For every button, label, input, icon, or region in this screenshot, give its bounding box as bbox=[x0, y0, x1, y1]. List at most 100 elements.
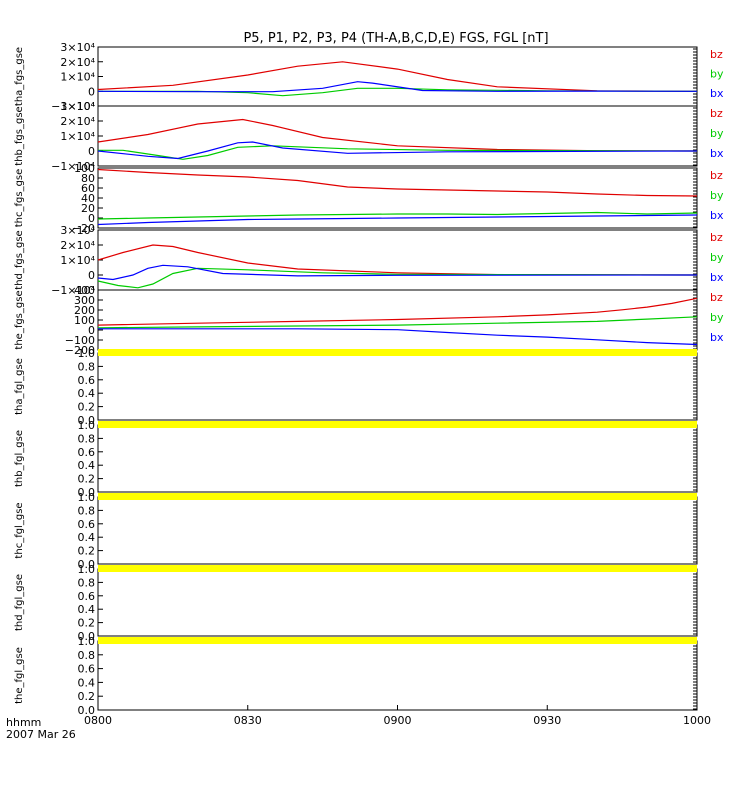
legend-by: by bbox=[710, 311, 724, 324]
series-bz-line bbox=[97, 118, 698, 152]
fill-band bbox=[98, 421, 697, 428]
y-tick-label: 0.8 bbox=[78, 504, 96, 517]
fill-band bbox=[98, 565, 697, 572]
chart-title: P5, P1, P2, P3, P4 (TH-A,B,C,D,E) FGS, F… bbox=[243, 31, 548, 46]
y-tick-label: 0.6 bbox=[78, 590, 96, 603]
panel-frame bbox=[97, 352, 698, 421]
y-tick-label: 80 bbox=[81, 172, 95, 185]
fill-band bbox=[98, 349, 697, 356]
legend-bz: bz bbox=[710, 169, 723, 182]
series-bx-line bbox=[97, 214, 698, 226]
y-tick-label: 0.4 bbox=[78, 603, 96, 616]
panel-the_fgl_gse: 1.00.80.60.40.20.0 the_fgl_gse bbox=[14, 635, 698, 717]
y-tick-label: 0.8 bbox=[78, 576, 96, 589]
series-bz-line bbox=[97, 297, 698, 326]
legend-bx: bx bbox=[710, 87, 724, 100]
legend-bz: bz bbox=[710, 231, 723, 244]
y-tick-label: 0 bbox=[88, 269, 95, 282]
panel-frame bbox=[97, 640, 698, 711]
series-by-line bbox=[97, 211, 698, 220]
fill-band bbox=[98, 637, 697, 644]
panel-frame bbox=[97, 105, 698, 167]
y-tick-label: 1.0 bbox=[78, 491, 96, 504]
panel-frame bbox=[97, 229, 698, 291]
y-axis-label: tha_fgl_gse bbox=[14, 358, 25, 415]
y-tick-label: 40 bbox=[81, 192, 95, 205]
series-bx-line bbox=[97, 141, 698, 160]
y-tick-label: 0 bbox=[88, 324, 95, 337]
legend-bx: bx bbox=[710, 331, 724, 344]
y-tick-label: 2×10⁴ bbox=[60, 239, 95, 252]
y-tick-label: 0.2 bbox=[78, 401, 96, 414]
legend-bz: bz bbox=[710, 291, 723, 304]
panel-frame bbox=[97, 568, 698, 637]
y-tick-label: 0.2 bbox=[78, 617, 96, 630]
y-tick-label: 300 bbox=[74, 294, 95, 307]
series-bz-line bbox=[97, 168, 698, 197]
y-axis-label: thb_fgl_gse bbox=[14, 430, 25, 487]
x-tick-label: 0930 bbox=[533, 714, 561, 727]
date-label: 2007 Mar 26 bbox=[6, 728, 76, 741]
y-tick-label: 0 bbox=[88, 212, 95, 225]
y-tick-label: 0.0 bbox=[78, 486, 96, 499]
y-tick-label: −1×10⁴ bbox=[51, 100, 95, 113]
x-axis: 0800 0830 0900 0930 1000 bbox=[84, 705, 711, 727]
x-tick-label: 1000 bbox=[683, 714, 711, 727]
y-tick-label: 2×10⁴ bbox=[60, 56, 95, 69]
y-axis-label: the_fgs_gse bbox=[14, 290, 25, 349]
y-tick-label: 3×10⁴ bbox=[60, 41, 95, 54]
panel-thb_fgs_gse: 3×10⁴ 2×10⁴ 1×10⁴ 0 −1×10⁴ thb_fgs_gse bz by bx bbox=[14, 100, 724, 173]
panel-frame bbox=[97, 424, 698, 493]
y-tick-label: 100 bbox=[74, 162, 95, 175]
panel-thd_fgs_gse: 3×10⁴ 2×10⁴ 1×10⁴ 0 −1×10⁴ thd_fgs_gse bz by bx bbox=[14, 224, 724, 297]
legend-bx: bx bbox=[710, 147, 724, 160]
y-tick-label: 0.4 bbox=[78, 387, 96, 400]
y-tick-label: 0.2 bbox=[78, 473, 96, 486]
y-tick-label: 0.6 bbox=[78, 663, 96, 676]
y-tick-label: 400 bbox=[74, 284, 95, 297]
y-tick-label: 0.4 bbox=[78, 676, 96, 689]
y-tick-label: 0.8 bbox=[78, 649, 96, 662]
panel-tha_fgl_gse: 1.00.80.60.40.20.0 tha_fgl_gse bbox=[14, 347, 698, 427]
y-tick-label: 0.0 bbox=[78, 558, 96, 571]
y-tick-label: 200 bbox=[74, 304, 95, 317]
y-axis-label: thc_fgs_gse bbox=[14, 169, 25, 228]
series-bx-line bbox=[97, 81, 698, 93]
y-tick-label: 0.0 bbox=[78, 630, 96, 643]
y-tick-label: 0.4 bbox=[78, 459, 96, 472]
y-tick-label: 0.6 bbox=[78, 446, 96, 459]
y-axis-label: thc_fgl_gse bbox=[14, 502, 25, 558]
y-tick-label: 1.0 bbox=[78, 635, 96, 648]
y-tick-label: 0.8 bbox=[78, 360, 96, 373]
panel-frame bbox=[97, 46, 698, 107]
y-axis-label: thd_fgs_gse bbox=[14, 230, 25, 289]
y-tick-label: 1×10⁴ bbox=[60, 130, 95, 143]
y-tick-label: 0.6 bbox=[78, 374, 96, 387]
y-tick-label: 60 bbox=[81, 182, 95, 195]
y-tick-label: 1×10⁴ bbox=[60, 254, 95, 267]
panel-thb_fgl_gse: 1.00.80.60.40.20.0 thb_fgl_gse bbox=[14, 419, 698, 499]
y-tick-label: 1.0 bbox=[78, 419, 96, 432]
legend-by: by bbox=[710, 189, 724, 202]
x-tick-label: 0900 bbox=[384, 714, 412, 727]
y-tick-label: 3×10⁴ bbox=[60, 100, 95, 113]
y-tick-label: 20 bbox=[81, 202, 95, 215]
legend-bx: bx bbox=[710, 271, 724, 284]
series-bz-line bbox=[97, 244, 698, 276]
y-tick-label: 1.0 bbox=[78, 563, 96, 576]
series-bx-line bbox=[98, 328, 698, 346]
panel-frame bbox=[97, 167, 698, 229]
y-tick-label: 0.2 bbox=[78, 545, 96, 558]
panel-thd_fgl_gse: 1.00.80.60.40.20.0 thd_fgl_gse bbox=[14, 563, 698, 643]
legend-bx: bx bbox=[710, 209, 724, 222]
x-tick-label: 0830 bbox=[234, 714, 262, 727]
y-tick-label: 0.0 bbox=[78, 704, 96, 717]
legend-bz: bz bbox=[710, 107, 723, 120]
x-axis-label: hhmm bbox=[6, 716, 41, 729]
y-tick-label: 3×10⁴ bbox=[60, 224, 95, 237]
